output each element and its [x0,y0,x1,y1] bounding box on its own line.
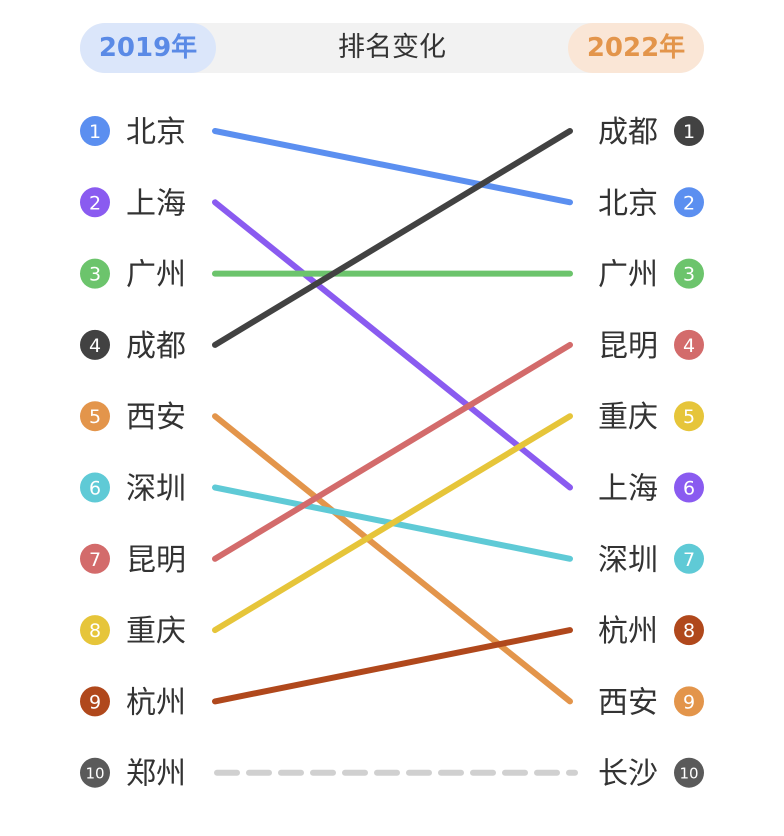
left-rank-marker: 5 [80,401,110,432]
left-rank-marker: 8 [80,615,110,646]
left-rank-marker: 1 [80,116,110,146]
left-rank-marker: 6 [80,472,110,503]
rank-circle [674,116,704,146]
rank-circle [674,686,704,717]
rank-number: 4 [89,335,101,357]
rank-number: 1 [683,121,695,143]
rank-number: 5 [89,406,101,428]
right-rank-marker: 5 [674,401,704,432]
right-city-label: 长沙 [598,757,658,792]
right-city-label: 上海 [598,472,658,507]
rank-circle [80,543,110,574]
left-rank-marker: 4 [80,329,110,360]
rank-circle [80,472,110,503]
right-rank-marker: 6 [674,472,704,503]
rank-number: 9 [683,691,695,713]
left-city-label: 重庆 [126,614,186,649]
rank-circle [80,258,110,289]
right-rank-marker: 8 [674,615,704,646]
slope-line-成都 [212,128,573,348]
rank-circle [80,757,110,788]
right-city-label: 成都 [598,115,658,150]
rank-number: 8 [683,620,695,642]
slope-line-昆明 [212,341,573,562]
right-city-label: 深圳 [598,543,658,578]
right-city-label: 重庆 [598,400,658,435]
rank-circle [80,116,110,146]
rank-number: 10 [85,765,104,783]
rank-circle [674,472,704,503]
right-rank-marker: 7 [674,543,704,574]
rank-circle [674,757,704,788]
rank-circle [80,401,110,432]
right-city-label: 昆明 [598,329,658,364]
right-rank-marker: 3 [674,258,704,289]
left-rank-marker: 7 [80,543,110,574]
left-city-label: 上海 [126,186,186,221]
left-city-label: 郑州 [126,757,186,792]
rank-number: 8 [89,620,101,642]
rank-circle [674,329,704,360]
right-city-label: 北京 [598,186,658,221]
right-rank-marker: 10 [674,757,704,788]
rank-number: 7 [683,549,695,571]
rank-number: 3 [89,264,101,286]
right-city-label: 西安 [598,685,658,720]
right-rank-marker: 9 [674,686,704,717]
left-city-label: 深圳 [126,472,186,507]
rank-number: 9 [89,691,101,713]
left-city-label: 广州 [126,258,186,293]
left-city-label: 杭州 [126,685,186,720]
rank-number: 3 [683,264,695,286]
right-city-label: 广州 [598,258,658,293]
rank-number: 7 [89,549,101,571]
right-rank-marker: 1 [674,116,704,146]
left-city-label: 北京 [126,115,186,150]
left-rank-marker: 2 [80,187,110,218]
rank-number: 6 [683,478,695,500]
year-2019-badge: 2019年 [80,23,216,73]
rank-number: 10 [679,765,698,783]
rank-number: 1 [89,121,101,143]
left-city-label: 成都 [126,329,186,364]
slope-line-上海 [212,199,573,491]
right-rank-marker: 4 [674,329,704,360]
chart-title: 排名变化 [338,32,446,63]
rank-number: 2 [683,192,695,214]
left-rank-marker: 3 [80,258,110,289]
rank-circle [80,686,110,717]
slope-line-重庆 [212,413,573,634]
rank-circle [674,615,704,646]
slope-line-北京 [212,128,573,206]
right-rank-marker: 2 [674,187,704,218]
rank-number: 4 [683,335,695,357]
slope-line-杭州 [212,627,573,705]
left-city-label: 昆明 [126,543,186,578]
left-rank-marker: 10 [80,757,110,788]
slope-line-西安 [212,413,573,705]
left-city-label: 西安 [126,400,186,435]
rank-circle [80,329,110,360]
rank-circle [80,615,110,646]
rank-number: 2 [89,192,101,214]
chart-header: 2019年 排名变化 2022年 [80,23,704,73]
rank-circle [674,401,704,432]
rank-number: 5 [683,406,695,428]
rank-number: 6 [89,478,101,500]
year-2022-badge: 2022年 [568,23,704,73]
rank-circle [80,187,110,218]
right-city-label: 杭州 [598,614,658,649]
left-rank-marker: 9 [80,686,110,717]
rank-circle [674,258,704,289]
rank-circle [674,543,704,574]
rank-circle [674,187,704,218]
